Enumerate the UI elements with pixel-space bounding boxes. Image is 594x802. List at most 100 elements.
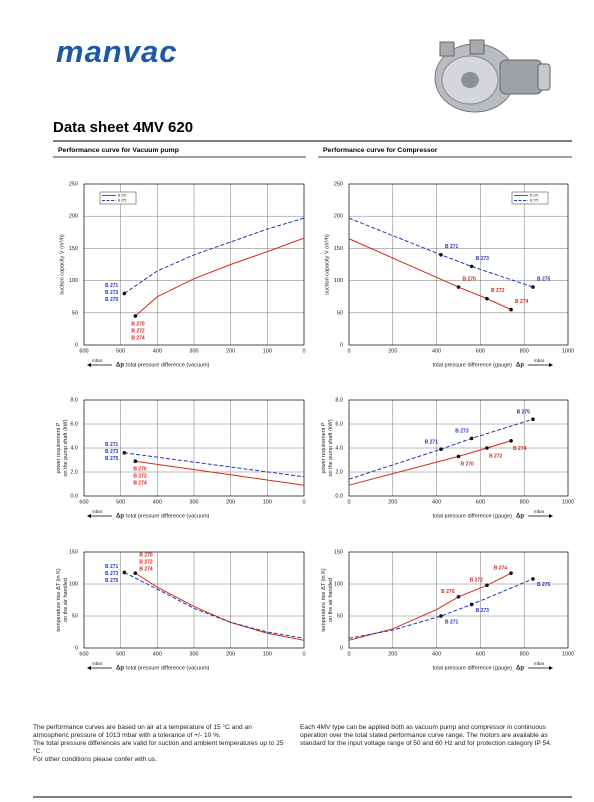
point-label: B 270 bbox=[463, 276, 477, 282]
x-tick-label: 1000 bbox=[562, 651, 574, 657]
marker bbox=[531, 577, 535, 581]
marker bbox=[133, 459, 138, 464]
marker bbox=[509, 571, 513, 575]
x-arrow-head bbox=[549, 514, 553, 518]
marker bbox=[509, 439, 513, 443]
point-label: B 271 bbox=[445, 244, 459, 250]
y-tick-label: 150 bbox=[69, 246, 78, 252]
marker bbox=[133, 314, 138, 318]
y-axis-label: on the pump shaft (kW) bbox=[328, 419, 334, 476]
y-tick-label: 100 bbox=[334, 278, 343, 284]
x-tick-label: 600 bbox=[476, 499, 485, 505]
note: The performance curves are based on air … bbox=[33, 724, 252, 739]
x-unit: mbar bbox=[92, 661, 103, 666]
x-unit: mbar bbox=[92, 509, 103, 514]
y-axis-label: suction capacity V̇ (m³/h) bbox=[59, 234, 66, 295]
y-axis-label: power requirement P bbox=[321, 422, 327, 473]
y-tick-label: 200 bbox=[69, 214, 78, 220]
note: For other conditions please confer with … bbox=[33, 756, 157, 763]
series-line bbox=[135, 572, 305, 641]
point-label: B 272 bbox=[470, 578, 484, 584]
x-tick-label: 100 bbox=[263, 348, 272, 354]
plot-area bbox=[349, 552, 568, 648]
pump-image bbox=[434, 39, 551, 113]
y-tick-label: 50 bbox=[337, 310, 343, 316]
point-label: B 273 bbox=[476, 608, 490, 614]
x-tick-label: 100 bbox=[263, 651, 272, 657]
x-arrow-head bbox=[87, 363, 91, 367]
plot-frame bbox=[83, 183, 305, 346]
point-label: B 273 bbox=[105, 449, 119, 455]
x-tick-label: 600 bbox=[476, 651, 485, 657]
y-axis-label: power requirement P bbox=[56, 422, 62, 473]
y-tick-label: 150 bbox=[69, 549, 78, 555]
x-tick-label: 500 bbox=[116, 499, 125, 505]
marker bbox=[133, 571, 138, 575]
point-label: B 272 bbox=[139, 559, 153, 565]
x-tick-label: 300 bbox=[189, 348, 198, 354]
y-axis-label: temperature rise ΔT (in K) bbox=[56, 568, 62, 631]
y-tick-label: 200 bbox=[334, 214, 343, 220]
marker bbox=[122, 570, 127, 575]
x-symbol: Δp bbox=[116, 666, 124, 672]
y-tick-label: 0 bbox=[340, 342, 343, 348]
point-label: B 270 bbox=[461, 462, 475, 468]
point-label: B 271 bbox=[105, 442, 119, 448]
x-tick-label: 500 bbox=[116, 651, 125, 657]
x-tick-label: 400 bbox=[153, 651, 162, 657]
x-tick-label: 800 bbox=[520, 499, 529, 505]
x-axis-label: total pressure difference (vacuum) bbox=[126, 513, 210, 519]
x-tick-label: 400 bbox=[432, 499, 441, 505]
x-tick-label: 400 bbox=[432, 348, 441, 354]
point-label: B 274 bbox=[133, 481, 147, 487]
x-tick-label: 500 bbox=[116, 348, 125, 354]
y-tick-label: 100 bbox=[69, 581, 78, 587]
y-axis-label: on the air handled bbox=[63, 578, 69, 622]
note: Each 4MV type can be applied both as vac… bbox=[300, 724, 552, 747]
x-tick-label: 0 bbox=[347, 651, 350, 657]
x-tick-label: 200 bbox=[226, 651, 235, 657]
point-label: B 274 bbox=[139, 566, 153, 572]
marker bbox=[456, 454, 461, 459]
series-line bbox=[348, 217, 534, 288]
x-tick-label: 200 bbox=[226, 499, 235, 505]
x-arrow-head bbox=[87, 666, 91, 670]
point-label: B 273 bbox=[476, 256, 490, 262]
x-tick-label: 1000 bbox=[562, 499, 574, 505]
x-tick-label: 0 bbox=[347, 348, 350, 354]
series-line bbox=[124, 452, 305, 478]
logo: manvac bbox=[56, 34, 177, 69]
x-unit: mbar bbox=[92, 358, 103, 363]
point-label: B 272 bbox=[133, 474, 147, 480]
series-line bbox=[348, 418, 534, 480]
x-unit: mbar bbox=[534, 358, 545, 363]
x-tick-label: 0 bbox=[302, 651, 305, 657]
notes-left: The performance curves are based on air … bbox=[33, 724, 288, 764]
plot-frame bbox=[348, 551, 569, 649]
section-title: Performance curve for Vacuum pump bbox=[58, 147, 179, 154]
point-label: B 272 bbox=[489, 453, 503, 459]
x-tick-label: 400 bbox=[153, 348, 162, 354]
plot-area bbox=[349, 184, 568, 345]
y-tick-label: 4.0 bbox=[335, 445, 343, 451]
y-tick-label: 250 bbox=[69, 181, 78, 187]
series-line bbox=[124, 572, 305, 639]
x-tick-label: 200 bbox=[226, 348, 235, 354]
point-label: B 274 bbox=[494, 565, 508, 571]
marker bbox=[439, 614, 443, 618]
point-label: B 270 bbox=[131, 321, 145, 327]
series-line bbox=[124, 217, 305, 294]
series-line bbox=[135, 237, 305, 317]
y-tick-label: 2.0 bbox=[70, 469, 78, 475]
point-label: B 273 bbox=[105, 571, 119, 577]
point-label: B 273 bbox=[105, 290, 119, 296]
y-tick-label: 8.0 bbox=[335, 397, 343, 403]
y-tick-label: 8.0 bbox=[70, 397, 78, 403]
series-line bbox=[135, 460, 305, 486]
point-label: B 275 bbox=[537, 276, 551, 282]
plot-frame bbox=[83, 551, 305, 649]
point-label: B 270 bbox=[133, 467, 147, 473]
x-arrow-head bbox=[549, 363, 553, 367]
x-tick-label: 0 bbox=[302, 348, 305, 354]
